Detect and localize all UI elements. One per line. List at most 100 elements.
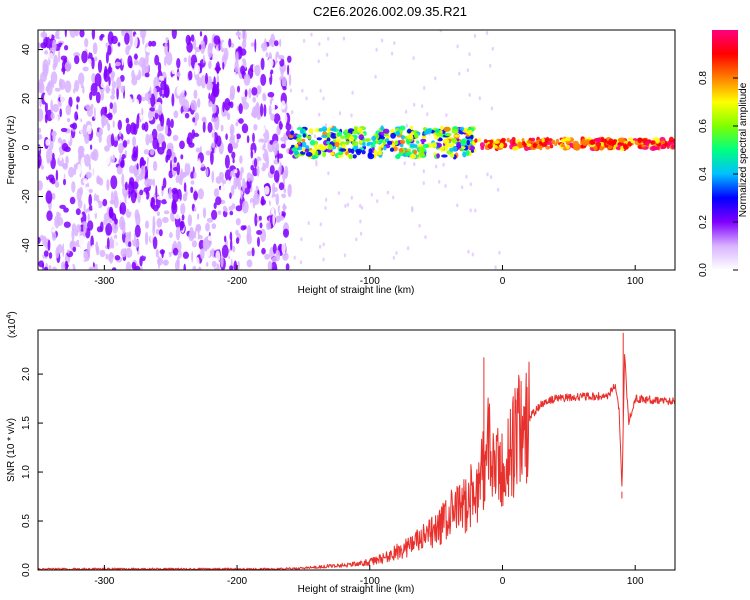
noise-cell	[291, 110, 294, 115]
signal-cell	[389, 147, 395, 152]
noise-cell	[52, 130, 56, 143]
noise-cell	[87, 213, 90, 222]
noise-cell	[310, 32, 313, 37]
noise-cell	[144, 92, 150, 102]
colorbar-ticks: 0.0 0.2 0.4 0.6 0.8	[698, 71, 738, 277]
noise-cell	[128, 60, 133, 69]
noise-cell	[193, 89, 198, 100]
noise-cell	[287, 64, 290, 76]
signal-cell	[390, 132, 396, 139]
signal-cell	[545, 145, 551, 150]
signal-cell	[326, 141, 330, 145]
signal-cell	[581, 138, 586, 143]
signal-cell	[560, 138, 566, 143]
noise-cell	[45, 139, 50, 146]
noise-cell	[359, 231, 363, 236]
noise-cell	[265, 52, 269, 58]
noise-cell	[150, 93, 156, 107]
noise-cell	[241, 177, 246, 192]
signal-cell	[512, 146, 519, 151]
noise-cell	[50, 71, 58, 85]
noise-cell	[125, 95, 133, 108]
signal-cell	[297, 146, 303, 151]
signal-cell	[526, 140, 532, 144]
noise-cell	[143, 149, 150, 155]
noise-cell	[187, 214, 193, 227]
noise-cell	[318, 42, 321, 46]
noise-cell	[199, 85, 203, 99]
noise-cell	[42, 155, 46, 167]
noise-cell	[280, 193, 287, 199]
signal-cell	[311, 149, 317, 153]
noise-cell	[235, 229, 239, 236]
noise-cell	[79, 186, 84, 196]
noise-cell	[241, 265, 247, 270]
noise-cell	[114, 61, 122, 67]
noise-cell	[93, 107, 96, 120]
noise-cell	[490, 106, 494, 111]
noise-cell	[224, 98, 231, 111]
colorbar-tick-label: 0.8	[698, 71, 709, 85]
noise-cell	[42, 30, 46, 40]
noise-cell	[85, 104, 91, 110]
noise-cell	[113, 112, 119, 123]
noise-cell	[38, 236, 41, 245]
noise-cell	[229, 93, 235, 101]
figure-title: C2E6.2026.002.09.35.R21	[313, 4, 467, 19]
noise-cell	[56, 216, 64, 226]
noise-cell	[188, 55, 192, 67]
noise-cell	[175, 175, 180, 184]
noise-cell	[55, 114, 59, 123]
noise-cell	[403, 161, 406, 166]
noise-cell	[489, 63, 492, 68]
signal-cell	[326, 132, 332, 139]
noise-cell	[258, 160, 263, 169]
noise-cell	[110, 133, 115, 147]
noise-cell	[38, 260, 44, 268]
noise-cell	[42, 59, 49, 74]
noise-cell	[237, 85, 240, 93]
noise-cell	[150, 201, 154, 208]
noise-cell	[203, 238, 207, 247]
snr-panel: -300 -200 -100 0 100 0.0 0.5 1.0 1.5 2.0 Height …	[6, 311, 676, 595]
signal-cell	[438, 137, 443, 141]
noise-cell	[78, 72, 85, 85]
noise-cell	[211, 117, 215, 123]
noise-cell	[281, 76, 287, 88]
noise-cell	[267, 91, 275, 98]
noise-cell	[170, 118, 174, 129]
noise-cell	[100, 91, 105, 101]
noise-cell	[158, 75, 164, 81]
noise-cell	[279, 204, 282, 218]
signal-cell	[549, 144, 554, 149]
noise-cell	[69, 196, 76, 205]
noise-cell	[183, 182, 187, 193]
noise-cell	[44, 101, 48, 114]
signal-cell	[316, 137, 322, 141]
noise-cell	[90, 244, 96, 256]
noise-cell	[171, 30, 177, 39]
noise-cell	[68, 96, 73, 108]
noise-cell	[119, 74, 125, 82]
signal-cell	[466, 139, 471, 146]
noise-cell	[265, 221, 272, 231]
noise-cell	[171, 93, 175, 107]
x-tick-label: -100	[360, 576, 380, 587]
noise-cell	[224, 154, 230, 169]
noise-cell	[282, 202, 286, 213]
noise-cell	[210, 151, 214, 165]
noise-cell	[161, 141, 167, 151]
noise-cell	[95, 141, 100, 148]
noise-cell	[251, 87, 258, 96]
signal-cell	[395, 127, 399, 132]
signal-cell	[348, 154, 354, 160]
noise-cell	[97, 264, 103, 270]
noise-cell	[64, 80, 72, 93]
noise-cell	[259, 141, 263, 153]
noise-cell	[424, 235, 427, 240]
noise-cell	[201, 117, 206, 122]
noise-cell	[324, 123, 328, 128]
signal-cell	[418, 146, 425, 153]
colorbar-label: Normalized spectral amplitude	[738, 82, 749, 217]
